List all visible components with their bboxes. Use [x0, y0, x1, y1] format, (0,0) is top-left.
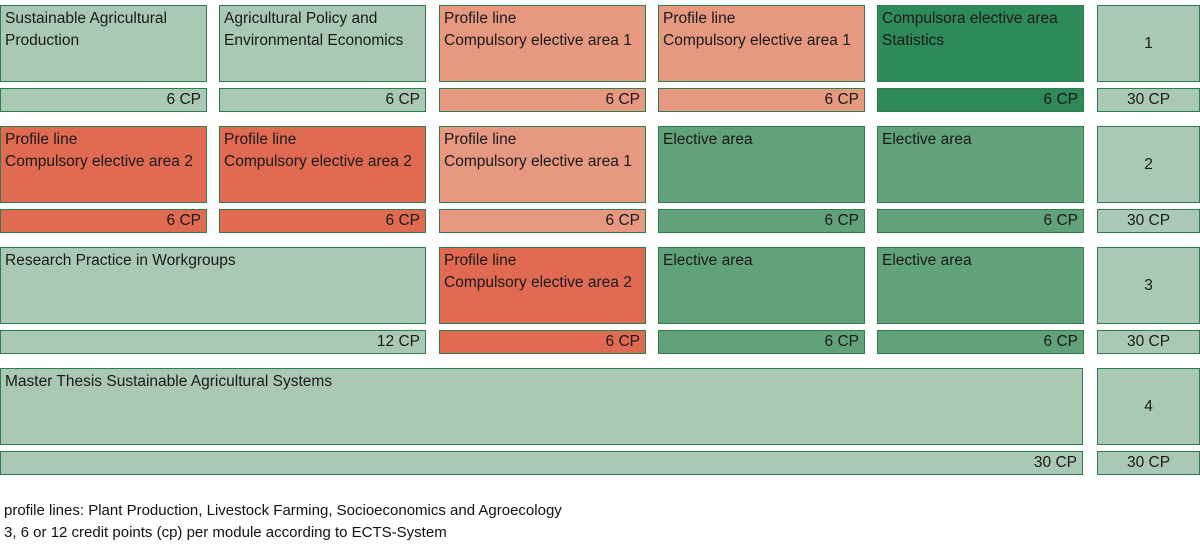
module-credit-points: 6 CP: [439, 209, 646, 233]
semester-total-credit-points: 30 CP: [1097, 330, 1200, 354]
semester-number: 4: [1097, 368, 1200, 445]
module-credit-points: 6 CP: [219, 209, 426, 233]
module-box: Profile line Compulsory elective area 1: [658, 5, 865, 82]
module-credit-points: 12 CP: [0, 330, 426, 354]
module-credit-points: 30 CP: [0, 451, 1083, 475]
module-box: Sustainable Agricultural Production: [0, 5, 207, 82]
module-box: Elective area: [658, 247, 865, 324]
module-credit-points: 6 CP: [439, 330, 646, 354]
module-credit-points: 6 CP: [658, 88, 865, 112]
module-box: Elective area: [658, 126, 865, 203]
module-credit-points: 6 CP: [0, 88, 207, 112]
study-plan-grid: Sustainable Agricultural Production 6 CP A…: [0, 5, 1200, 475]
module-credit-points: 6 CP: [219, 88, 426, 112]
module-credit-points: 6 CP: [877, 88, 1084, 112]
module-box: Compulsora elective area Statistics: [877, 5, 1084, 82]
module-credit-points: 6 CP: [658, 209, 865, 233]
module-credit-points: 6 CP: [439, 88, 646, 112]
module-box: Master Thesis Sustainable Agricultural S…: [0, 368, 1083, 445]
module-box: Profile line Compulsory elective area 2: [0, 126, 207, 203]
semester-total-credit-points: 30 CP: [1097, 209, 1200, 233]
module-box: Elective area: [877, 126, 1084, 203]
semester-number: 1: [1097, 5, 1200, 82]
semester-total-credit-points: 30 CP: [1097, 88, 1200, 112]
legend: profile lines: Plant Production, Livesto…: [4, 500, 562, 544]
semester-number: 2: [1097, 126, 1200, 203]
module-box: Research Practice in Workgroups: [0, 247, 426, 324]
module-box: Profile line Compulsory elective area 1: [439, 126, 646, 203]
module-box: Elective area: [877, 247, 1084, 324]
semester-number: 3: [1097, 247, 1200, 324]
module-box: Profile line Compulsory elective area 2: [219, 126, 426, 203]
semester-total-credit-points: 30 CP: [1097, 451, 1200, 475]
module-credit-points: 6 CP: [0, 209, 207, 233]
module-credit-points: 6 CP: [877, 209, 1084, 233]
module-box: Agricultural Policy and Environmental Ec…: [219, 5, 426, 82]
legend-credit-points: 3, 6 or 12 credit points (cp) per module…: [4, 524, 447, 541]
module-box: Profile line Compulsory elective area 1: [439, 5, 646, 82]
module-credit-points: 6 CP: [877, 330, 1084, 354]
module-box: Profile line Compulsory elective area 2: [439, 247, 646, 324]
module-credit-points: 6 CP: [658, 330, 865, 354]
legend-profile-lines: profile lines: Plant Production, Livesto…: [4, 502, 562, 519]
